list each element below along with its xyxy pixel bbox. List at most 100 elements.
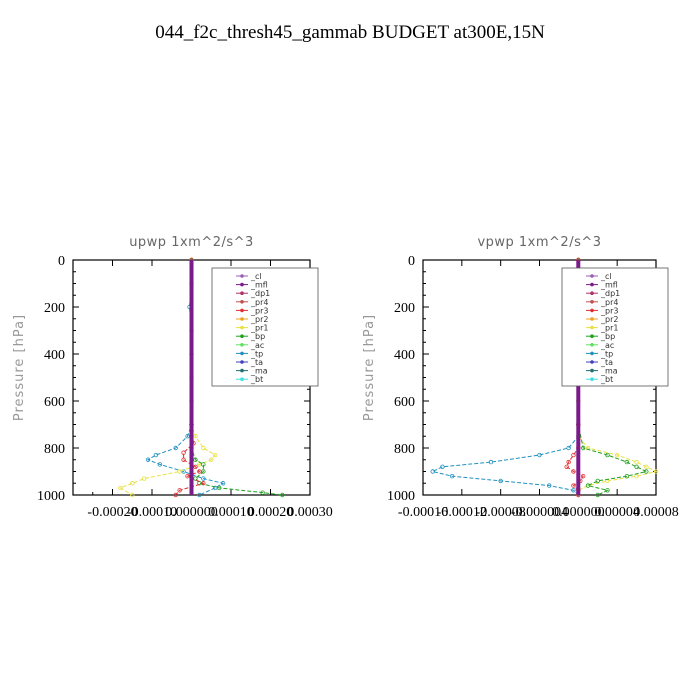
legend-label: _ac	[250, 341, 264, 350]
y-tick-label: 0	[408, 254, 415, 269]
data-point-pr3	[177, 488, 182, 493]
y-tick-label: 0	[58, 254, 65, 269]
y-tick-label: 400	[394, 348, 415, 363]
x-tick-label: -0.00016	[398, 505, 448, 520]
legend-marker	[240, 368, 244, 373]
legend-marker	[590, 274, 594, 278]
data-point-tp	[430, 469, 435, 474]
x-tick-label: -0.00020	[87, 505, 137, 520]
legend-marker	[240, 377, 244, 382]
legend-box	[211, 267, 319, 387]
data-point-tp	[566, 445, 571, 451]
data-point-pr1	[653, 469, 659, 474]
data-point-pr1	[130, 492, 135, 498]
legend-marker	[240, 274, 244, 278]
data-point-bp	[605, 452, 610, 458]
data-point-tp	[153, 452, 159, 458]
data-point-tp	[197, 492, 202, 498]
data-point-bp	[193, 457, 198, 462]
legend-box	[561, 267, 669, 387]
y-tick-label: 1000	[387, 489, 415, 504]
legend-label: _pr2	[250, 315, 268, 324]
legend-marker	[240, 300, 244, 304]
data-point-bp	[280, 492, 285, 498]
legend-label: _ma	[600, 367, 618, 376]
x-tick-label: -0.00012	[437, 505, 487, 520]
y-axis-label: Pressure [hPa]	[362, 314, 377, 421]
y-tick-label: 200	[44, 301, 65, 316]
data-point-tp	[201, 476, 206, 481]
data-point-pr3	[193, 464, 198, 469]
legend-marker	[240, 334, 244, 339]
legend-marker	[240, 317, 244, 321]
legend-label: _mfl	[250, 281, 268, 290]
data-point-tp	[220, 481, 226, 486]
legend-marker	[590, 343, 594, 347]
legend-label: _pr3	[250, 306, 268, 315]
series-line-pr1	[119, 260, 216, 496]
data-point-pr3	[580, 474, 586, 479]
data-point-pr3	[181, 450, 186, 455]
legend-label: _ma	[250, 367, 268, 376]
legend-label: _tp	[250, 349, 263, 358]
vpwp-panel: vpwp 1xm^2/s^3 Pressure [hPa] 0 200 400 600 80…	[362, 235, 679, 520]
x-tick-label: 0.000000	[552, 505, 605, 520]
legend-marker	[590, 351, 594, 356]
data-point-pr1	[634, 459, 639, 465]
y-axis-label: Pressure [hPa]	[12, 314, 27, 421]
data-point-tp	[498, 478, 503, 484]
legend-label: _ta	[600, 358, 613, 367]
x-tick-label: -0.000004	[511, 505, 568, 520]
data-point-tp	[537, 452, 542, 458]
legend-label: _tp	[600, 349, 613, 358]
series-line-pr1	[562, 260, 658, 495]
data-point-bp	[624, 474, 630, 479]
data-point-pr1	[201, 445, 206, 451]
data-point-pr3	[197, 469, 202, 474]
data-point-pr1	[634, 474, 639, 479]
legend-marker	[590, 282, 594, 287]
legend-marker	[590, 325, 594, 330]
legend-marker	[590, 360, 594, 364]
data-point-pr1	[644, 464, 649, 469]
legend-marker	[590, 334, 594, 339]
data-point-bp	[260, 490, 265, 495]
data-point-bp	[595, 492, 600, 498]
panel-title: upwp 1xm^2/s^3	[129, 235, 254, 250]
y-tick-label: 800	[394, 442, 415, 457]
data-point-pr1	[614, 452, 620, 458]
data-point-bp	[644, 469, 649, 474]
data-point-pr3	[571, 452, 576, 458]
y-tick-label: 1000	[37, 489, 65, 504]
data-point-bp	[201, 462, 206, 467]
y-tick-label: 600	[44, 395, 65, 410]
legend-marker	[240, 343, 244, 347]
legend-label: _bp	[250, 332, 265, 341]
panel-title: vpwp 1xm^2/s^3	[477, 235, 601, 250]
data-point-bp	[585, 483, 591, 488]
legend-marker	[590, 377, 594, 382]
x-tick-label: 0.00008	[633, 505, 679, 520]
y-tick-label: 600	[394, 395, 415, 410]
data-point-tp	[440, 464, 445, 469]
y-tick-label: 800	[44, 442, 65, 457]
legend-label: _pr4	[250, 298, 268, 307]
legend-marker	[590, 317, 594, 321]
legend-marker	[590, 291, 594, 296]
data-point-tp	[488, 459, 494, 465]
legend-label: _pr1	[600, 324, 618, 333]
legend-label: _pr2	[600, 315, 618, 324]
legend-marker	[240, 351, 244, 356]
data-point-bp	[595, 478, 600, 484]
legend-marker	[590, 368, 594, 373]
legend-label: _cl	[250, 272, 262, 281]
data-point-tp	[449, 474, 455, 479]
y-tick-label: 200	[394, 301, 415, 316]
data-point-pr1	[141, 476, 147, 481]
legend-marker	[240, 325, 244, 330]
data-point-tp	[173, 445, 178, 451]
data-point-pr1	[212, 452, 218, 458]
data-point-pr3	[566, 459, 571, 465]
legend-marker	[590, 308, 594, 313]
